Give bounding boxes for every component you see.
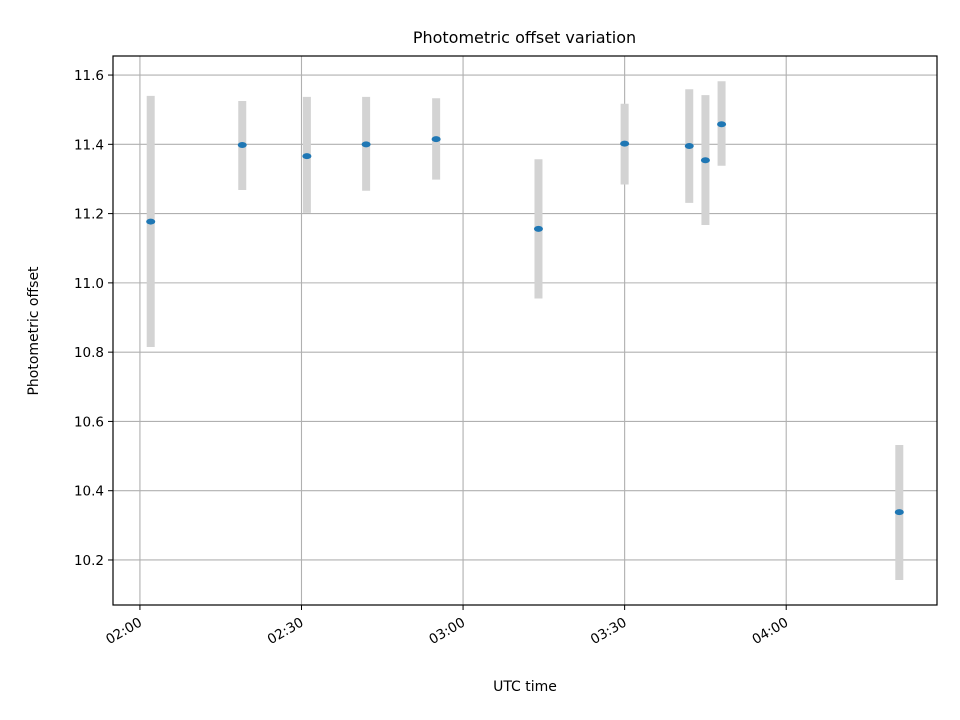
data-point (361, 141, 371, 148)
data-point (894, 509, 904, 516)
x-axis-label: UTC time (493, 679, 557, 695)
grid-lines (113, 56, 937, 605)
data-point (237, 142, 247, 149)
y-tick-label: 10.8 (74, 345, 104, 361)
data-point (431, 136, 441, 143)
data-point (684, 143, 694, 150)
chart-title: Photometric offset variation (413, 28, 636, 47)
data-point (146, 218, 156, 225)
plot-frame (112, 55, 938, 606)
y-tick-label: 10.2 (74, 553, 104, 569)
y-tick-label: 11.4 (74, 137, 104, 153)
y-tick-label: 11.6 (74, 68, 104, 84)
plot-area (112, 55, 938, 606)
y-tick-label: 10.6 (74, 414, 104, 430)
data-point (717, 121, 727, 128)
data-point (533, 225, 543, 232)
y-axis: 10.2 10.4 10.6 10.8 11.0 11.2 11.4 11.6 (74, 68, 113, 569)
data-point (620, 140, 630, 147)
data-point (700, 157, 710, 164)
markers (146, 121, 904, 516)
y-axis-label: Photometric offset (26, 266, 42, 396)
data-point (302, 153, 312, 160)
y-tick-label: 11.0 (74, 276, 104, 292)
plot-background (113, 56, 937, 605)
y-tick-label: 10.4 (74, 484, 104, 500)
y-tick-label: 11.2 (74, 207, 104, 223)
